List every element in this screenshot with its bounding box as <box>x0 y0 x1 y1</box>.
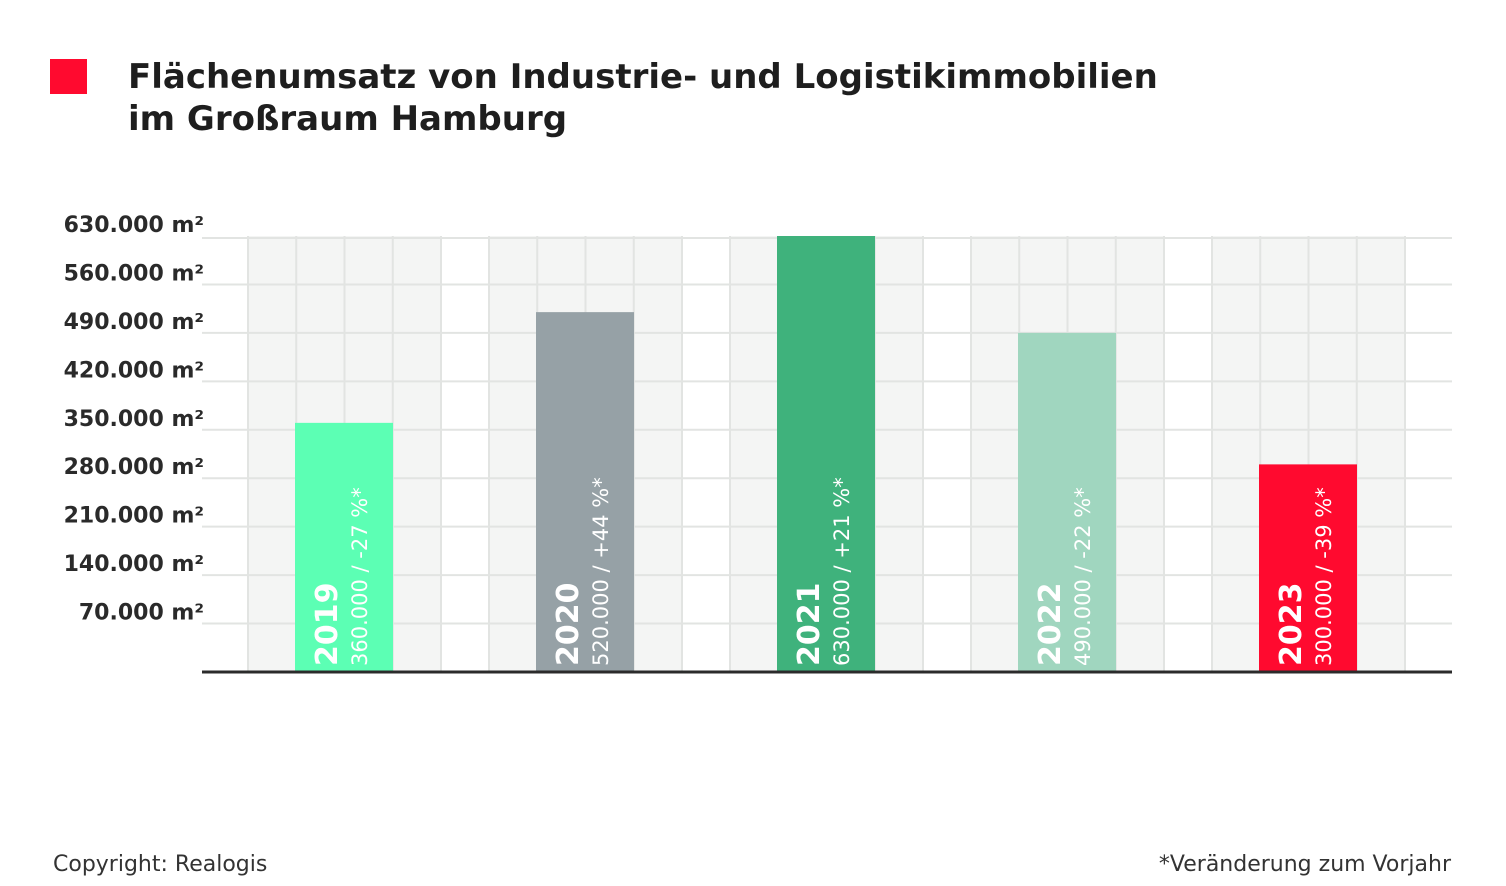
bar-value-label: 520.000 / +44 %* <box>589 477 613 666</box>
y-tick-label: 560.000 m² <box>64 261 204 286</box>
chart-title: Flächenumsatz von Industrie- und Logisti… <box>128 56 1328 140</box>
footnote: *Veränderung zum Vorjahr <box>1158 852 1451 877</box>
y-tick-label: 140.000 m² <box>64 552 204 577</box>
bar-label-group: 2019 360.000 / -27 %* <box>310 487 372 666</box>
copyright-note: Copyright: Realogis <box>53 852 268 877</box>
y-tick-label: 280.000 m² <box>64 455 204 480</box>
bar-2022 <box>1018 332 1116 672</box>
title-line-1: Flächenumsatz von Industrie- und Logisti… <box>128 57 1158 97</box>
bar-year-label: 2021 <box>792 583 827 667</box>
bar-year-label: 2019 <box>310 583 345 667</box>
y-tick-label: 490.000 m² <box>64 310 204 335</box>
y-tick-label: 420.000 m² <box>64 358 204 383</box>
y-tick-label: 210.000 m² <box>64 504 204 529</box>
y-tick-label: 70.000 m² <box>79 601 204 626</box>
bar-2020 <box>536 312 634 672</box>
title-marker <box>50 59 87 94</box>
bar-year-label: 2023 <box>1274 583 1309 667</box>
bar-value-label: 490.000 / -22 %* <box>1071 487 1095 666</box>
y-tick-label: 630.000 m² <box>64 213 204 238</box>
bar-2019 <box>295 422 393 672</box>
title-line-2: im Großraum Hamburg <box>128 99 568 139</box>
bar-label-group: 2023 300.000 / -39 %* <box>1274 487 1336 666</box>
bar-label-group: 2021 630.000 / +21 %* <box>792 477 854 666</box>
bar-value-label: 360.000 / -27 %* <box>348 487 372 666</box>
y-tick-label: 350.000 m² <box>64 407 204 432</box>
bar-year-label: 2022 <box>1033 583 1068 667</box>
bar-value-label: 300.000 / -39 %* <box>1312 487 1336 666</box>
bar-year-label: 2020 <box>551 583 586 667</box>
bar-label-group: 2020 520.000 / +44 %* <box>551 477 613 666</box>
bar-2023 <box>1259 464 1357 672</box>
bar-2021 <box>777 236 875 672</box>
bar-label-group: 2022 490.000 / -22 %* <box>1033 487 1095 666</box>
bar-value-label: 630.000 / +21 %* <box>830 477 854 666</box>
